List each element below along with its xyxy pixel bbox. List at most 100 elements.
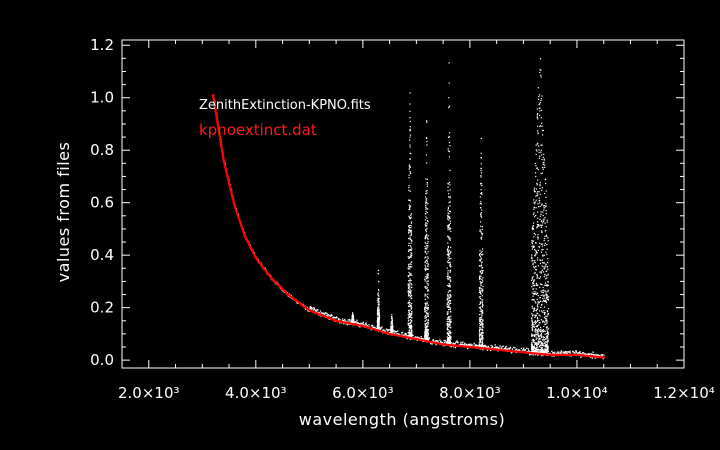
spike-point bbox=[542, 211, 544, 213]
spike-point bbox=[448, 151, 450, 153]
spike-point bbox=[427, 256, 429, 258]
spike-point bbox=[540, 341, 542, 343]
spike-point bbox=[449, 216, 451, 218]
spike-point bbox=[532, 346, 534, 348]
data-point bbox=[377, 328, 379, 330]
spike-point bbox=[480, 309, 482, 311]
spike-point bbox=[408, 280, 410, 282]
spike-point bbox=[409, 144, 411, 146]
spike-point bbox=[531, 228, 533, 230]
spike-point bbox=[536, 182, 538, 184]
spike-point bbox=[479, 291, 482, 293]
spike-point bbox=[424, 219, 426, 221]
spike-point bbox=[390, 325, 392, 327]
spike-point bbox=[545, 300, 547, 302]
spike-point bbox=[481, 302, 483, 304]
spike-point bbox=[532, 228, 535, 230]
spike-point bbox=[410, 256, 412, 258]
spike-point bbox=[409, 224, 411, 227]
spike-point bbox=[546, 266, 548, 268]
spike-point bbox=[540, 283, 542, 285]
spike-point bbox=[425, 256, 427, 258]
data-point bbox=[427, 339, 429, 341]
spike-point bbox=[408, 264, 410, 266]
spike-point bbox=[426, 268, 428, 270]
spike-point bbox=[407, 250, 410, 252]
spike-point bbox=[448, 201, 450, 204]
spike-point bbox=[542, 331, 544, 333]
spike-point bbox=[546, 343, 548, 346]
spike-point bbox=[481, 295, 483, 297]
spike-point bbox=[533, 299, 535, 301]
spike-point bbox=[447, 337, 449, 339]
spike-point bbox=[426, 185, 428, 187]
spike-point bbox=[535, 199, 537, 201]
data-point bbox=[574, 351, 576, 354]
spike-point bbox=[377, 316, 379, 318]
spike-point bbox=[480, 321, 482, 323]
spike-point bbox=[447, 246, 449, 249]
x-tick-label: 1.2×10⁴ bbox=[653, 384, 715, 402]
spike-point bbox=[547, 296, 550, 298]
spike-point bbox=[425, 190, 427, 192]
spike-point bbox=[542, 254, 544, 256]
spike-point bbox=[425, 201, 427, 203]
spike-point bbox=[482, 332, 484, 334]
spike-point bbox=[449, 237, 451, 239]
spike-point bbox=[407, 324, 409, 326]
spike-point bbox=[537, 118, 539, 120]
spike-point bbox=[427, 322, 429, 324]
spike-point bbox=[450, 246, 452, 248]
spike-point bbox=[378, 310, 380, 312]
spike-point bbox=[541, 204, 543, 206]
spike-point bbox=[447, 148, 449, 150]
spike-point bbox=[540, 332, 542, 334]
data-point bbox=[524, 349, 526, 351]
data-point bbox=[461, 343, 464, 345]
spike-point bbox=[479, 196, 481, 198]
data-point bbox=[541, 349, 543, 351]
data-point bbox=[460, 343, 462, 345]
spike-point bbox=[535, 175, 537, 178]
spike-point bbox=[427, 283, 429, 285]
spike-point bbox=[480, 175, 482, 177]
spike-point bbox=[541, 291, 543, 293]
spike-point bbox=[482, 280, 484, 282]
spike-point bbox=[479, 203, 481, 205]
red-series-layer bbox=[211, 93, 605, 359]
spike-point bbox=[480, 334, 482, 336]
data-point bbox=[469, 343, 471, 345]
spike-point bbox=[449, 334, 451, 337]
spike-point bbox=[537, 234, 539, 236]
spike-point bbox=[539, 349, 541, 351]
data-point bbox=[575, 351, 578, 353]
spike-point bbox=[533, 282, 535, 284]
spike-point bbox=[449, 145, 451, 147]
spike-point bbox=[424, 298, 426, 300]
spike-point bbox=[426, 287, 429, 289]
spike-point bbox=[447, 225, 450, 227]
data-point bbox=[358, 323, 361, 325]
spike-point bbox=[391, 317, 393, 319]
spike-point bbox=[543, 299, 545, 301]
spike-point bbox=[377, 269, 380, 271]
spike-point bbox=[408, 300, 410, 302]
spike-point bbox=[410, 328, 412, 330]
spike-point bbox=[544, 312, 546, 314]
spike-point bbox=[537, 265, 539, 267]
spike-point bbox=[411, 284, 413, 286]
spike-point bbox=[411, 248, 413, 250]
data-point bbox=[560, 350, 562, 352]
spike-point bbox=[426, 144, 428, 146]
spike-point bbox=[540, 328, 542, 330]
data-point bbox=[409, 335, 411, 337]
spike-point bbox=[481, 250, 483, 252]
spike-point bbox=[426, 220, 429, 222]
spike-point bbox=[410, 329, 412, 331]
spike-point bbox=[411, 239, 413, 241]
spike-point bbox=[482, 342, 484, 344]
spike-point bbox=[409, 291, 411, 293]
spike-point bbox=[546, 221, 548, 223]
spike-point bbox=[545, 213, 547, 215]
spike-point bbox=[424, 333, 426, 336]
